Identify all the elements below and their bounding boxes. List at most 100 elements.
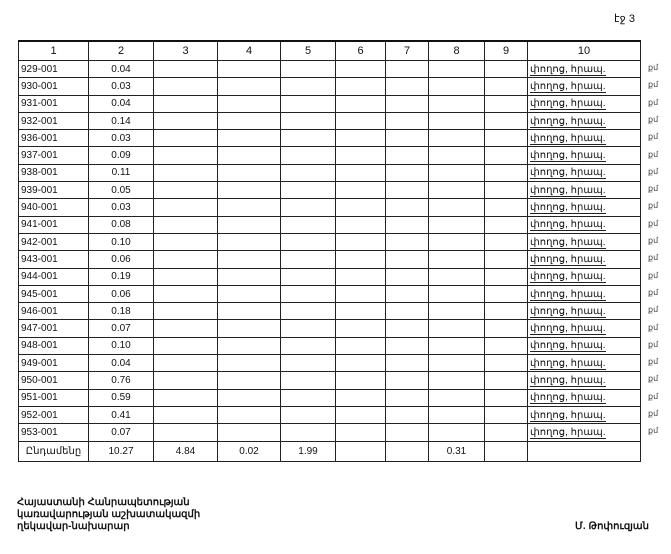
purpose-text: փողոց, հրապ.: [530, 426, 606, 439]
table-row: 942-001 0.10 փողոց, հրապ.: [18, 232, 641, 252]
side-mark: քմ: [648, 236, 659, 245]
purpose-text: փողոց, հրապ.: [530, 167, 606, 180]
empty-cell: [484, 146, 528, 165]
empty-cell: [280, 354, 336, 373]
purpose-text: փողոց, հրապ.: [530, 374, 606, 387]
empty-cell: [385, 198, 429, 217]
page-number: էջ 3: [614, 13, 635, 25]
total-c3: 4.84: [153, 440, 218, 462]
empty-cell: [217, 232, 281, 252]
table-row: 944-001 0.19 փողոց, հրապ.: [18, 267, 641, 286]
purpose-cell: փողոց, հրապ.: [527, 59, 641, 79]
empty-cell: [527, 440, 641, 462]
empty-cell: [217, 181, 281, 200]
purpose-cell: փողոց, հրապ.: [527, 163, 641, 183]
purpose-cell: փողոց, հրապ.: [527, 77, 641, 96]
column-header: 9: [484, 40, 528, 61]
area-value: 0.07: [88, 423, 154, 442]
area-value: 0.04: [88, 354, 154, 373]
side-mark: քմ: [648, 357, 659, 367]
empty-cell: [217, 111, 281, 131]
empty-cell: [335, 423, 386, 442]
empty-cell: [280, 267, 336, 286]
purpose-cell: փողոց, հրապ.: [527, 111, 641, 131]
empty-cell: [153, 146, 218, 165]
empty-cell: [484, 388, 528, 407]
empty-cell: [484, 77, 528, 96]
empty-cell: [428, 302, 485, 321]
column-header: 6: [335, 40, 386, 61]
side-mark: քմ: [648, 253, 659, 263]
empty-cell: [280, 94, 336, 113]
purpose-text: փողոց, հրապ.: [530, 80, 606, 93]
empty-cell: [153, 129, 218, 148]
empty-cell: [484, 354, 528, 373]
empty-cell: [484, 302, 528, 321]
empty-cell: [217, 284, 281, 304]
title-line: կառավարության աշխատակազմի: [17, 509, 201, 520]
parcel-code: 929-001: [18, 59, 89, 79]
purpose-text: փողոց, հրապ.: [530, 357, 606, 370]
empty-cell: [385, 336, 429, 356]
empty-cell: [484, 215, 528, 234]
table-row: 952-001 0.41 փողոց, հրապ.: [18, 405, 641, 425]
empty-cell: [153, 284, 218, 304]
empty-cell: [335, 440, 386, 462]
empty-cell: [217, 163, 281, 183]
table-row: 938-001 0.11 փողոց, հրապ.: [18, 163, 641, 183]
area-value: 0.04: [88, 94, 154, 113]
empty-cell: [385, 232, 429, 252]
empty-cell: [335, 181, 386, 200]
column-header: 3: [153, 40, 218, 61]
parcel-code: 937-001: [18, 146, 89, 165]
empty-cell: [484, 284, 528, 304]
area-value: 0.03: [88, 198, 154, 217]
parcel-code: 942-001: [18, 232, 89, 252]
empty-cell: [385, 423, 429, 442]
empty-cell: [280, 232, 336, 252]
empty-cell: [385, 250, 429, 269]
column-header: 1: [18, 40, 89, 61]
empty-cell: [153, 250, 218, 269]
empty-cell: [385, 405, 429, 425]
side-mark: քմ: [648, 149, 659, 159]
parcel-code: 943-001: [18, 250, 89, 269]
parcel-code: 939-001: [18, 181, 89, 200]
total-c5: 1.99: [280, 440, 336, 462]
purpose-cell: փողոց, հրապ.: [527, 198, 641, 217]
title-line: Հայաստանի Հանրապետության: [17, 497, 190, 508]
empty-cell: [428, 181, 485, 200]
purpose-text: փողոց, հրապ.: [530, 340, 606, 353]
empty-cell: [153, 215, 218, 234]
purpose-text: փողոց, հրապ.: [530, 305, 606, 318]
parcel-code: 936-001: [18, 129, 89, 148]
empty-cell: [280, 59, 336, 79]
empty-cell: [153, 388, 218, 407]
area-value: 0.06: [88, 250, 154, 269]
table-row: 943-001 0.06 փողոց, հրապ.: [18, 250, 641, 269]
parcel-code: 949-001: [18, 354, 89, 373]
parcel-code: 931-001: [18, 94, 89, 113]
parcel-code: 932-001: [18, 111, 89, 131]
empty-cell: [217, 319, 281, 338]
empty-cell: [217, 250, 281, 269]
area-value: 0.10: [88, 336, 154, 356]
empty-cell: [335, 371, 386, 390]
empty-cell: [153, 94, 218, 113]
area-value: 0.19: [88, 267, 154, 286]
area-value: 0.08: [88, 215, 154, 234]
empty-cell: [484, 440, 528, 462]
parcel-code: 938-001: [18, 163, 89, 183]
purpose-text: փողոց, հրապ.: [530, 271, 606, 284]
table-row: 939-001 0.05 փողոց, հրապ.: [18, 181, 641, 200]
empty-cell: [335, 111, 386, 131]
empty-cell: [335, 354, 386, 373]
empty-cell: [280, 129, 336, 148]
empty-cell: [484, 181, 528, 200]
side-mark: քմ: [648, 409, 659, 418]
table-row: 945-001 0.06 փողոց, հրապ.: [18, 284, 641, 304]
column-header: 7: [385, 40, 429, 61]
side-mark: քմ: [648, 63, 659, 72]
area-value: 0.14: [88, 111, 154, 131]
empty-cell: [153, 181, 218, 200]
